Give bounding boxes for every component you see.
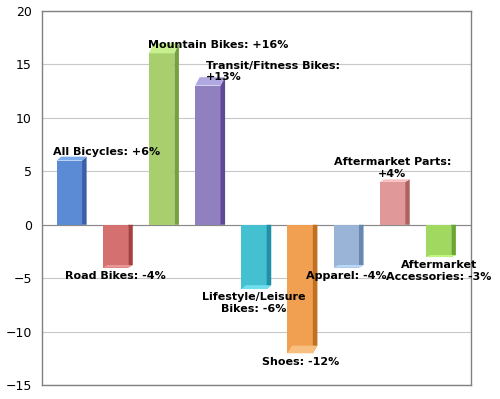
Polygon shape [359, 225, 364, 268]
Polygon shape [288, 225, 313, 353]
Polygon shape [334, 225, 359, 268]
Polygon shape [242, 285, 271, 289]
Polygon shape [220, 77, 225, 225]
Polygon shape [313, 225, 318, 353]
Polygon shape [426, 225, 452, 257]
Polygon shape [405, 180, 409, 225]
Text: Apparel: -4%: Apparel: -4% [306, 271, 386, 281]
Text: Shoes: -12%: Shoes: -12% [262, 357, 339, 367]
Polygon shape [103, 225, 128, 268]
Text: Mountain Bikes: +16%: Mountain Bikes: +16% [148, 40, 288, 50]
Polygon shape [195, 85, 220, 225]
Polygon shape [56, 157, 86, 160]
Polygon shape [380, 180, 410, 182]
Text: Transit/Fitness Bikes:
+13%: Transit/Fitness Bikes: +13% [206, 61, 340, 82]
Text: Aftermarket Parts:
+4%: Aftermarket Parts: +4% [334, 157, 451, 179]
Polygon shape [288, 346, 318, 353]
Text: Lifestyle/Leisure
Bikes: -6%: Lifestyle/Leisure Bikes: -6% [202, 292, 306, 314]
Polygon shape [266, 225, 271, 289]
Polygon shape [56, 160, 82, 225]
Polygon shape [82, 157, 86, 225]
Text: Road Bikes: -4%: Road Bikes: -4% [65, 271, 166, 281]
Polygon shape [128, 225, 133, 268]
Polygon shape [195, 77, 225, 85]
Polygon shape [149, 43, 179, 53]
Polygon shape [380, 182, 405, 225]
Polygon shape [149, 53, 174, 225]
Text: All Bicycles: +6%: All Bicycles: +6% [53, 147, 160, 157]
Polygon shape [452, 225, 456, 257]
Text: Aftermarket
Accessories: -3%: Aftermarket Accessories: -3% [386, 260, 492, 282]
Polygon shape [242, 225, 266, 289]
Polygon shape [103, 265, 133, 268]
Polygon shape [334, 265, 364, 268]
Polygon shape [426, 255, 456, 257]
Polygon shape [174, 43, 179, 225]
